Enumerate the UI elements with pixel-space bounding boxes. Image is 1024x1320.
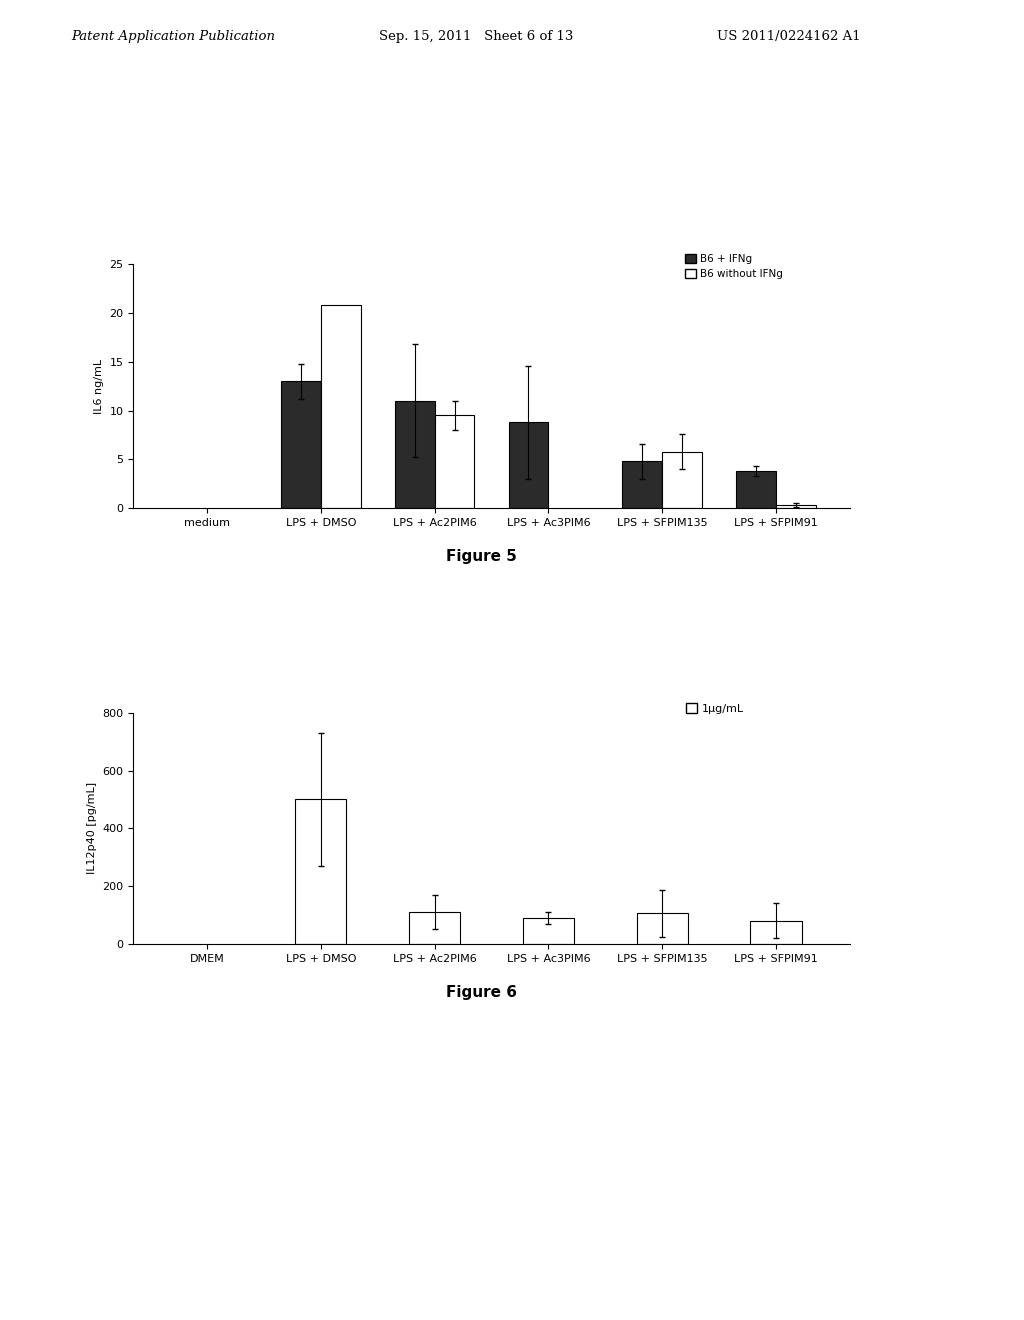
Bar bbox=[637, 913, 688, 944]
Text: Patent Application Publication: Patent Application Publication bbox=[72, 30, 275, 44]
Bar bbox=[395, 401, 434, 508]
Bar bbox=[751, 921, 802, 944]
Bar bbox=[295, 800, 346, 944]
Bar bbox=[776, 506, 816, 508]
Text: Figure 5: Figure 5 bbox=[445, 549, 517, 564]
Legend: B6 + IFNg, B6 without IFNg: B6 + IFNg, B6 without IFNg bbox=[681, 249, 786, 284]
Y-axis label: IL6 ng/mL: IL6 ng/mL bbox=[94, 359, 103, 413]
Bar bbox=[281, 381, 321, 508]
Text: US 2011/0224162 A1: US 2011/0224162 A1 bbox=[717, 30, 860, 44]
Bar bbox=[623, 461, 663, 508]
Text: Sep. 15, 2011   Sheet 6 of 13: Sep. 15, 2011 Sheet 6 of 13 bbox=[379, 30, 573, 44]
Legend: 1μg/mL: 1μg/mL bbox=[681, 698, 748, 718]
Bar bbox=[509, 422, 549, 508]
Text: Figure 6: Figure 6 bbox=[445, 985, 517, 999]
Bar bbox=[736, 471, 776, 508]
Bar bbox=[409, 912, 460, 944]
Bar bbox=[523, 917, 574, 944]
Bar bbox=[321, 305, 360, 508]
Bar bbox=[434, 416, 474, 508]
Y-axis label: IL12p40 [pg/mL]: IL12p40 [pg/mL] bbox=[87, 783, 96, 874]
Bar bbox=[663, 451, 702, 508]
